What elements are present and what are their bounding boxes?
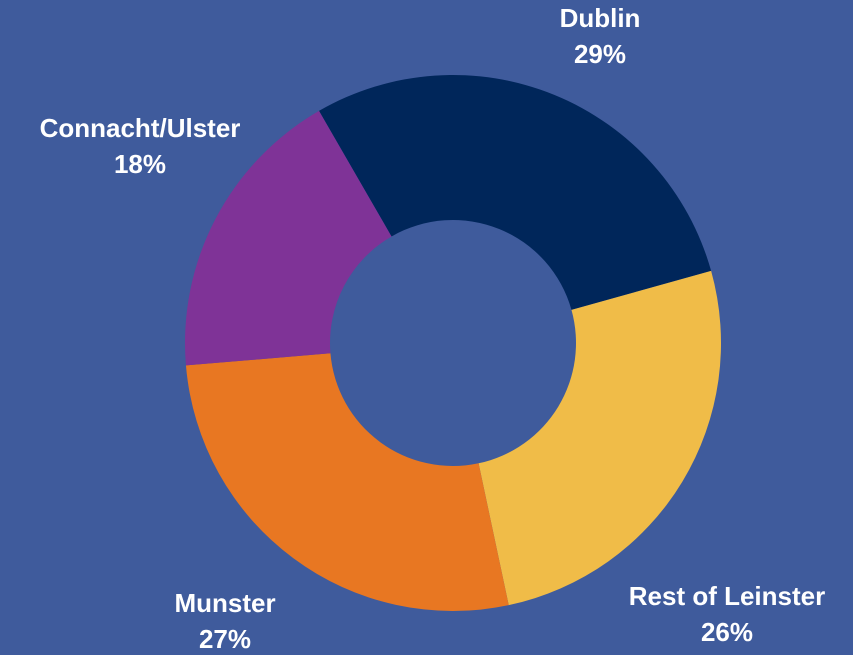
slice-value-label: 26% xyxy=(701,617,753,647)
donut-slice xyxy=(319,74,712,310)
slice-label: Connacht/Ulster xyxy=(40,113,241,143)
slice-value-label: 29% xyxy=(574,39,626,69)
slice-label: Dublin xyxy=(560,3,641,33)
slice-value-label: 27% xyxy=(199,624,251,654)
slice-label: Munster xyxy=(174,588,275,618)
slice-label: Rest of Leinster xyxy=(629,581,826,611)
donut-slice xyxy=(185,353,509,611)
slice-value-label: 18% xyxy=(114,149,166,179)
donut-slice xyxy=(478,270,721,606)
donut-slice xyxy=(185,110,392,366)
